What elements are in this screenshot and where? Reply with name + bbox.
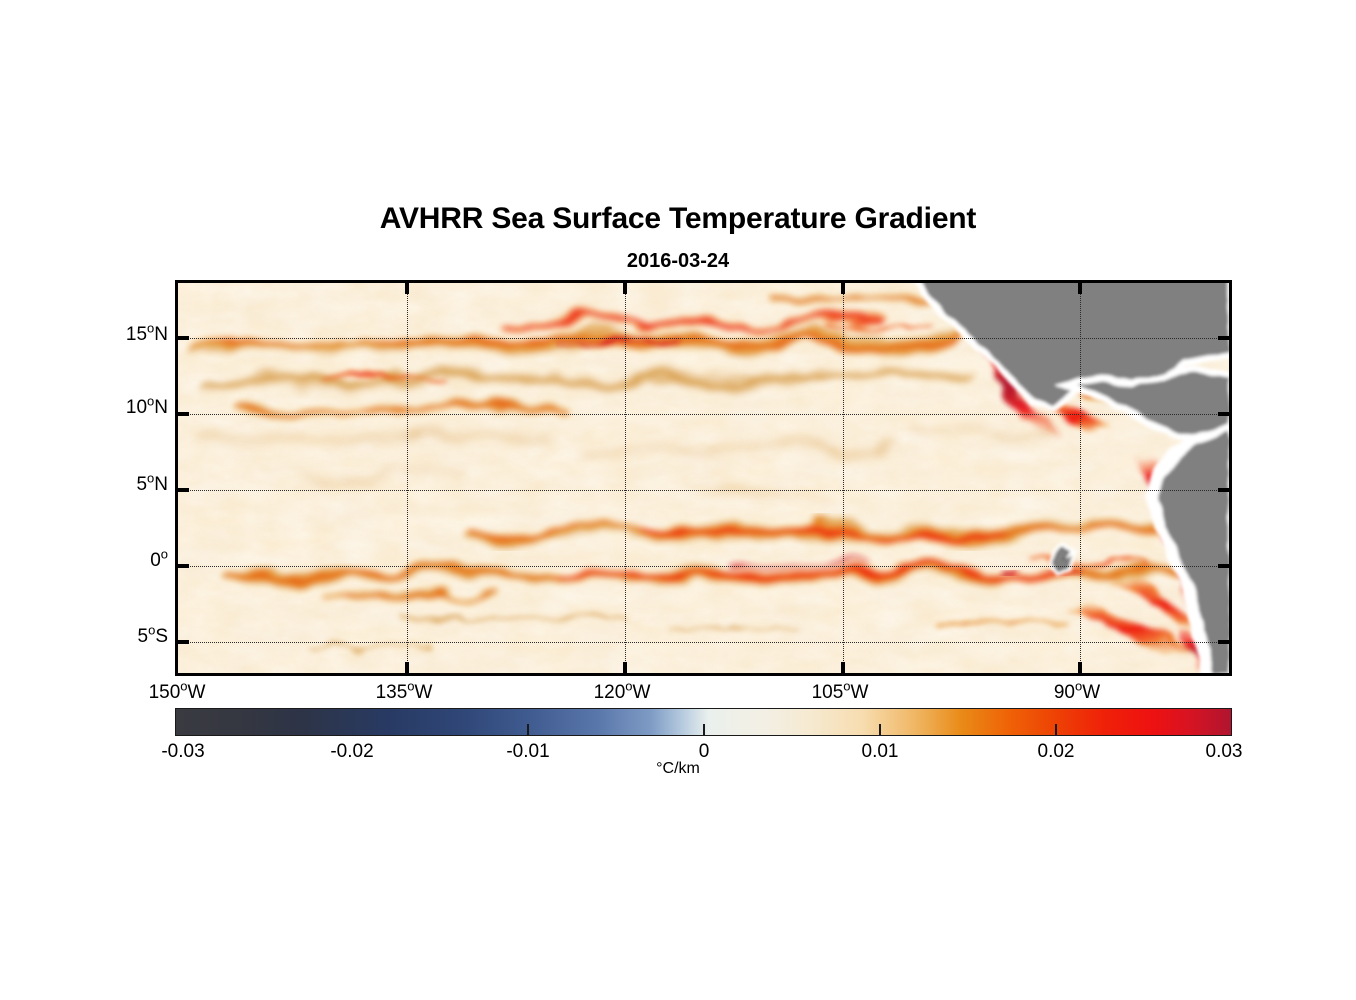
y-tick-label-0: 15oN (125, 320, 168, 345)
y-tick-15n (178, 336, 189, 340)
x-tick-label-4: 90oW (1053, 678, 1101, 703)
y-tick-0 (178, 564, 189, 568)
y-tick-10n (178, 412, 189, 416)
x-tick-top-105w (841, 283, 845, 294)
colorbar-label-1: -0.02 (330, 741, 374, 762)
colorbar-tick-zero (879, 724, 881, 735)
x-tick-135w (405, 662, 409, 673)
y-tick-5n (178, 488, 189, 492)
x-tick-label-3: 105oW (811, 678, 869, 703)
y-tick-right-15n (1218, 336, 1229, 340)
colorbar-unit-label: °C/km (656, 760, 700, 777)
land-overlay (915, 283, 1229, 673)
x-tick-label-0: 150oW (148, 678, 206, 703)
colorbar-label-2: -0.01 (506, 741, 550, 762)
y-tick-right-10n (1218, 412, 1229, 416)
colorbar-label-5: 0.02 (1037, 741, 1075, 762)
x-tick-top-120w (623, 283, 627, 294)
y-tick-label-1: 10oN (125, 393, 168, 418)
y-tick-right-5n (1218, 488, 1229, 492)
x-tick-90w (1078, 662, 1082, 673)
colorbar-label-4: 0.01 (861, 741, 899, 762)
colorbar-tick-pos002 (1231, 724, 1232, 735)
y-tick-right-0 (1218, 564, 1229, 568)
x-tick-label-2: 120oW (593, 678, 651, 703)
y-tick-5s (178, 640, 189, 644)
x-tick-120w (623, 662, 627, 673)
colorbar-label-3: 0 (698, 741, 710, 762)
map-plot-area[interactable] (175, 280, 1232, 676)
y-tick-right-5s (1218, 640, 1229, 644)
x-tick-label-1: 135oW (375, 678, 433, 703)
colorbar-label-6: 0.03 (1205, 741, 1243, 762)
page-title: AVHRR Sea Surface Temperature Gradient (379, 202, 977, 235)
sst-gradient-heatmap (178, 283, 1229, 673)
colorbar-tick-neg002 (527, 724, 529, 735)
figure-subtitle: 2016-03-24 (626, 250, 730, 272)
colorbar-tick-pos001 (1055, 724, 1057, 735)
colorbar[interactable] (175, 708, 1232, 736)
colorbar-tick-neg001 (703, 724, 705, 735)
colorbar-label-0: -0.03 (161, 741, 205, 762)
y-tick-label-2: 5oN (136, 470, 168, 495)
y-tick-label-3: 0o (150, 546, 168, 571)
y-tick-label-4: 5oS (137, 622, 169, 647)
x-tick-top-135w (405, 283, 409, 294)
x-tick-105w (841, 662, 845, 673)
x-tick-top-90w (1078, 283, 1082, 294)
